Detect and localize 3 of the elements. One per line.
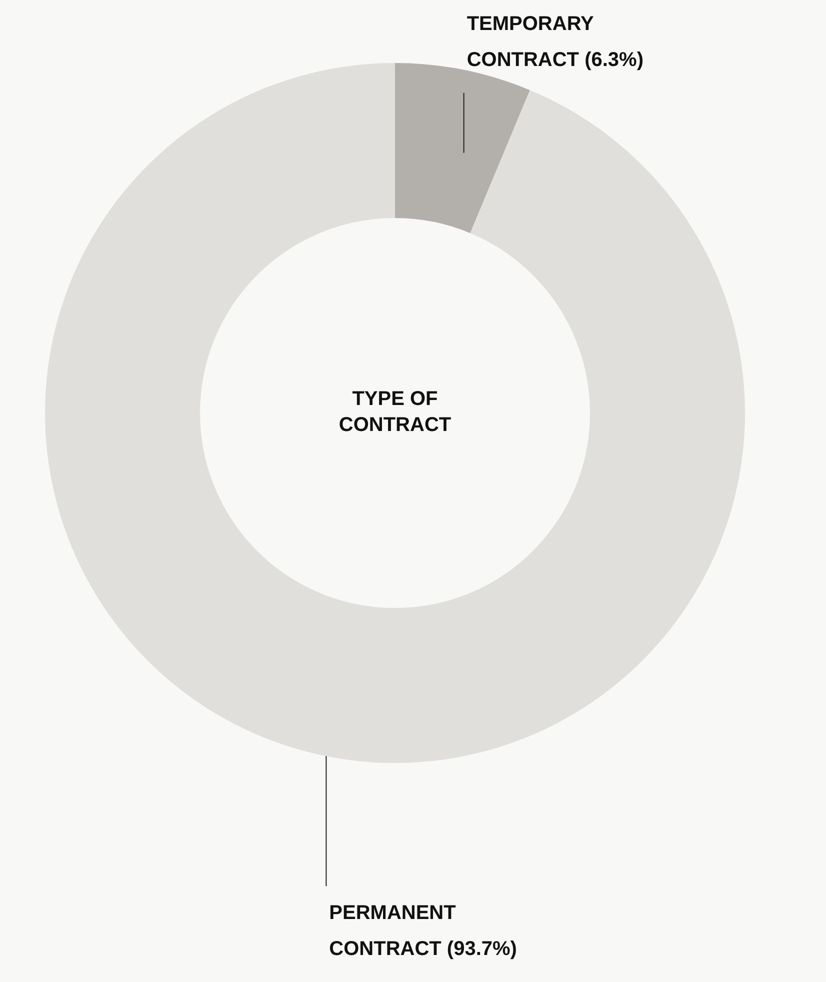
slice-label: PERMANENT CONTRACT (93.7%) (329, 902, 517, 960)
slice-label: TEMPORARY CONTRACT (6.3%) (466, 12, 644, 71)
text: TYPE OF CONTRACT (338, 388, 452, 436)
